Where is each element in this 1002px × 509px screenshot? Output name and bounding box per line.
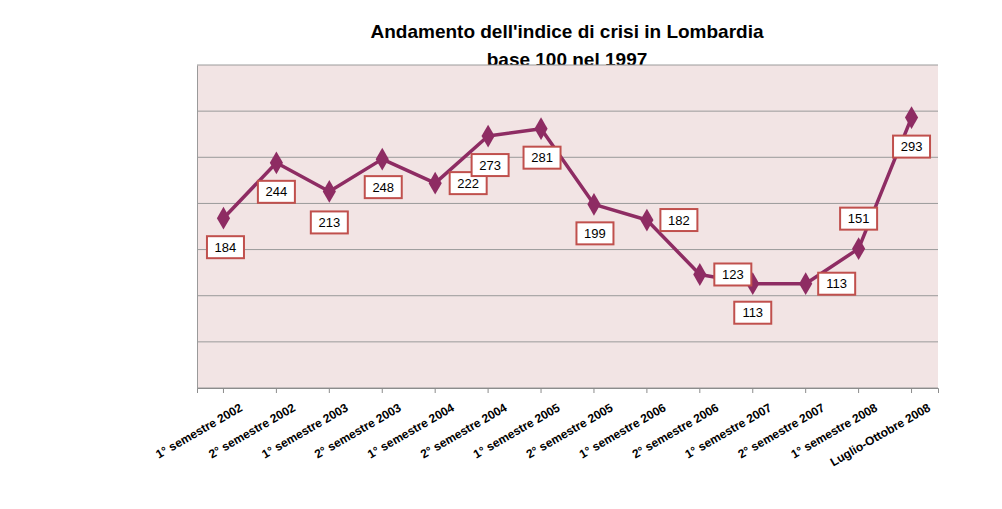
marker [270,151,283,174]
data-label: 113 [826,276,847,291]
x-tick-mark [223,388,224,393]
x-tick-label: 1° semestre 2002 [153,400,245,461]
x-tick-mark [911,388,912,393]
x-tick-label: 2° semestre 2006 [630,400,722,461]
x-tick-mark [858,388,859,393]
x-tick-mark [276,388,277,393]
x-tick-mark [752,388,753,393]
series [217,106,918,295]
x-tick-mark [699,388,700,393]
grid-line [197,65,938,66]
data-label: 184 [215,240,237,255]
x-tick-label: 1° semestre 2004 [365,400,457,461]
title: Andamento dell'indice di crisi in Lombar… [370,21,763,42]
x-tick-label: 1° semestre 2007 [683,400,775,461]
marker [376,148,389,171]
x-tick-label: 2° semestre 2004 [418,400,510,461]
marker [217,207,230,230]
marker [587,193,600,216]
label-box [365,176,402,198]
x-tick: Luglio-Ottobre 2008 [828,388,933,469]
label-box [524,147,561,169]
label-box [840,208,877,230]
x-tick-mark [805,388,806,393]
x-tick-mark [382,388,383,393]
line [223,118,911,284]
marker [852,237,865,260]
x-tick-mark [541,388,542,393]
x-tick-label: 1° semestre 2006 [577,400,669,461]
data-label: 151 [848,211,870,226]
data-labels: 184 244 213 248 222273 281 199 182 123 113 113 151 2… [207,136,930,324]
marker [323,180,336,203]
x-tick-label: 2° semestre 2007 [736,400,828,461]
x-tick-label: 1° semestre 2005 [471,400,563,461]
chart: Andamento dell'indice di crisi in Lombar… [0,0,1002,509]
y-axis-line [197,66,198,389]
x-tick-mark [488,388,489,393]
label-box [818,273,855,295]
y-axis [197,66,199,389]
x-tick-label: 2° semestre 2003 [312,400,404,461]
marker [640,209,653,232]
data-label: 293 [901,139,923,154]
data-label: 281 [531,150,553,165]
grid-line [197,203,938,204]
marker [429,172,442,195]
plot-background [197,65,938,388]
marker [482,125,495,148]
label-box [714,263,751,285]
x-tick-label: 2° semestre 2002 [206,400,298,461]
x-axis-line [198,389,939,394]
data-label: 222 [457,176,479,191]
grid-line [197,111,938,112]
data-label: 123 [722,267,744,282]
data-label: 182 [668,213,690,228]
x-tick-mark [593,388,594,393]
x-tick-mark [329,388,330,393]
x-tick-mark [646,388,647,393]
x-tick-label: Luglio-Ottobre 2008 [828,400,933,469]
plot: 1° semestre 20022° semestre 20021° semes… [153,65,938,469]
marker [693,263,706,286]
label-box [576,222,613,244]
data-label: 244 [266,184,288,199]
label-box [258,181,295,203]
marker [799,272,812,295]
grid-line [197,157,938,158]
label-box [734,302,771,324]
marker [905,106,918,129]
label-box [893,136,930,158]
x-axis: 1° semestre 20022° semestre 20021° semes… [153,388,938,469]
marker [534,117,547,140]
label-box [311,211,348,233]
x-tick-mark [435,388,436,393]
label-box [660,209,697,231]
x-tick-label: 2° semestre 2005 [524,400,616,461]
data-label: 248 [372,180,394,195]
label-box [207,236,244,258]
data-label: 273 [479,158,501,173]
data-label: 113 [742,305,763,320]
data-label: 199 [584,226,606,241]
grid-line [197,341,938,342]
label-box [472,154,509,176]
x-tick-label: 1° semestre 2003 [259,400,351,461]
data-label: 213 [318,215,340,230]
grid-line [197,249,938,250]
